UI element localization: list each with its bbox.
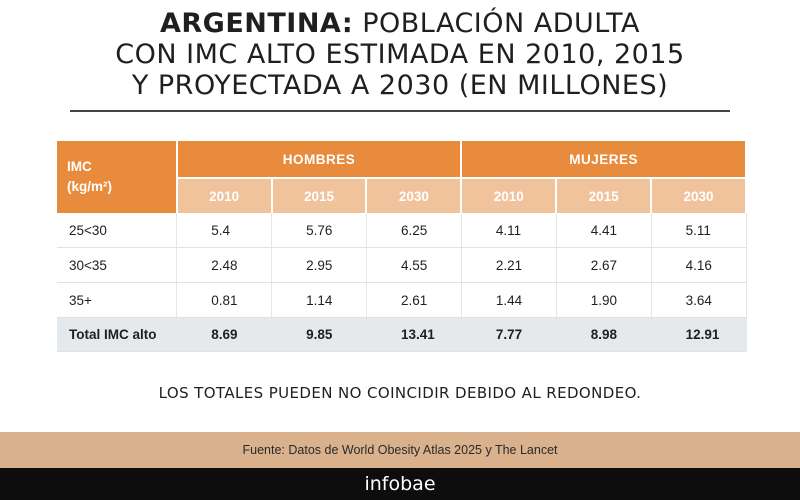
table-row: 30<35 2.48 2.95 4.55 2.21 2.67 4.16	[57, 247, 747, 283]
table-cell: 13.41	[366, 317, 462, 352]
table-cell: 5.4	[176, 213, 273, 248]
row-header-line-1: IMC	[67, 159, 92, 174]
title-line-2: CON IMC ALTO ESTIMADA EN 2010, 2015	[115, 39, 685, 70]
table-cell: 12.91	[651, 317, 747, 352]
table-cell: 1.90	[556, 282, 652, 318]
table-year-row: 2010 2015 2030 2010 2015 2030	[57, 177, 747, 213]
year-header: 2010	[176, 177, 273, 213]
title-country: ARGENTINA:	[159, 8, 354, 39]
year-header: 2030	[366, 177, 463, 213]
table-cell: 0.81	[176, 282, 273, 318]
source-band: Fuente: Datos de World Obesity Atlas 202…	[0, 432, 800, 468]
table-cell: 7.77	[461, 317, 557, 352]
title-line-1: ARGENTINA: POBLACIÓN ADULTA	[0, 8, 800, 39]
title-line-1-rest: POBLACIÓN ADULTA	[353, 8, 640, 39]
chart-title: ARGENTINA: POBLACIÓN ADULTA CON IMC ALTO…	[0, 8, 800, 101]
table-header-row: IMC (kg/m²) HOMBRES MUJERES	[57, 141, 747, 213]
year-header: 2015	[556, 177, 653, 213]
table-cell: 2.48	[176, 247, 273, 283]
row-header-imc: IMC (kg/m²)	[57, 141, 178, 213]
row-header-line-2: (kg/m²)	[67, 179, 112, 194]
title-divider	[70, 110, 730, 112]
year-header: 2010	[461, 177, 558, 213]
year-header: 2015	[271, 177, 368, 213]
group-header-hombres: HOMBRES	[176, 141, 463, 178]
table-cell: 9.85	[271, 317, 367, 352]
row-label: 25<30	[57, 213, 178, 248]
table-cell: 4.55	[366, 247, 462, 283]
source-text: Fuente: Datos de World Obesity Atlas 202…	[242, 443, 558, 457]
table-cell: 4.16	[651, 247, 747, 283]
table-cell: 4.11	[461, 213, 557, 248]
row-label: 30<35	[57, 247, 178, 283]
year-header: 2030	[651, 177, 747, 213]
group-header-mujeres: MUJERES	[461, 141, 747, 178]
row-label: Total IMC alto	[57, 317, 178, 352]
table-cell: 1.14	[271, 282, 367, 318]
table-cell: 2.21	[461, 247, 557, 283]
brand-logo: infobae	[364, 473, 436, 495]
table-cell: 5.76	[271, 213, 367, 248]
table-row: 35+ 0.81 1.14 2.61 1.44 1.90 3.64	[57, 282, 747, 318]
rounding-note: LOS TOTALES PUEDEN NO COINCIDIR DEBIDO A…	[158, 384, 642, 402]
table-cell: 8.69	[176, 317, 273, 352]
table-cell: 4.41	[556, 213, 652, 248]
table-total-row: Total IMC alto 8.69 9.85 13.41 7.77 8.98…	[57, 317, 747, 352]
table-cell: 8.98	[556, 317, 652, 352]
table-row: 25<30 5.4 5.76 6.25 4.11 4.41 5.11	[57, 213, 747, 248]
table-cell: 2.67	[556, 247, 652, 283]
title-line-3: Y PROYECTADA A 2030 (EN MILLONES)	[131, 70, 669, 101]
table-cell: 3.64	[651, 282, 747, 318]
brand-band: infobae	[0, 468, 800, 500]
table-cell: 2.61	[366, 282, 462, 318]
table-cell: 6.25	[366, 213, 462, 248]
row-label: 35+	[57, 282, 178, 318]
table-cell: 1.44	[461, 282, 557, 318]
table-cell: 5.11	[651, 213, 747, 248]
table-cell: 2.95	[271, 247, 367, 283]
data-table: IMC (kg/m²) HOMBRES MUJERES 2010 2015 20…	[57, 141, 747, 352]
